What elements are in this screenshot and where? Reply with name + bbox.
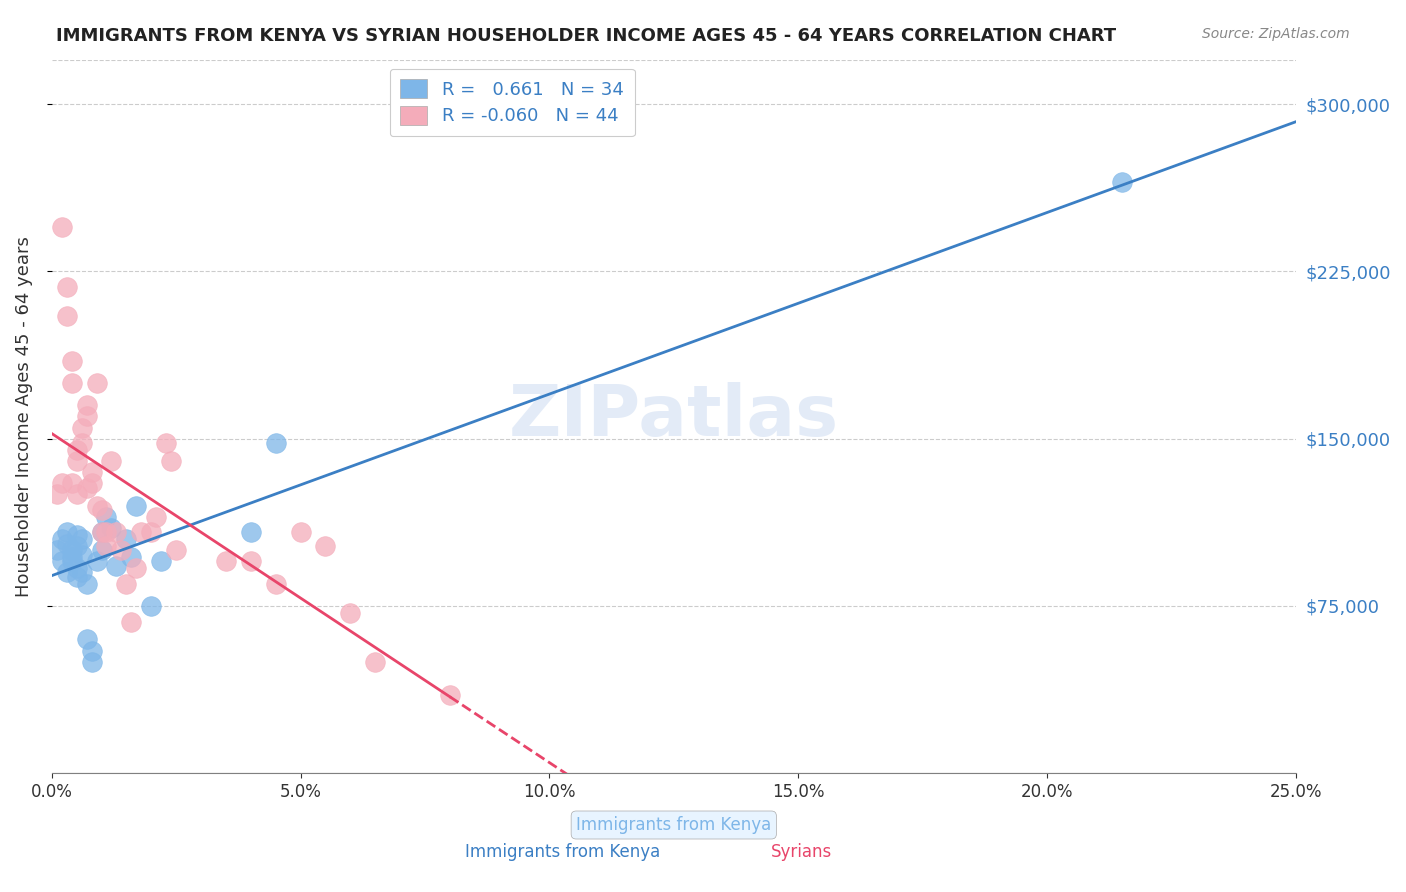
Point — [86, 376, 108, 390]
Point — [141, 525, 163, 540]
Point — [55, 525, 77, 540]
Point — [115, 532, 138, 546]
Point — [125, 499, 148, 513]
Point — [90, 525, 112, 540]
Point — [105, 558, 128, 573]
Point — [160, 454, 183, 468]
Point — [51, 476, 73, 491]
Point — [66, 442, 89, 457]
Text: ZIPatlas: ZIPatlas — [509, 382, 839, 450]
Point — [45, 543, 67, 558]
Point — [141, 599, 163, 613]
Point — [60, 549, 83, 564]
Point — [100, 454, 122, 468]
Point — [60, 554, 83, 568]
Point — [96, 509, 118, 524]
Point — [55, 280, 77, 294]
Point — [125, 561, 148, 575]
Point — [60, 476, 83, 491]
Point — [60, 376, 83, 390]
Point — [115, 576, 138, 591]
Point — [364, 655, 387, 669]
Point — [120, 549, 142, 564]
Point — [264, 576, 287, 591]
Point — [51, 532, 73, 546]
Point — [100, 521, 122, 535]
Point — [70, 548, 93, 562]
Point — [66, 487, 89, 501]
Point — [55, 566, 77, 580]
Point — [90, 503, 112, 517]
Point — [96, 525, 118, 540]
Point — [165, 543, 187, 558]
Point — [80, 476, 103, 491]
Point — [239, 554, 262, 568]
Point — [80, 655, 103, 669]
Point — [86, 554, 108, 568]
Point — [70, 566, 93, 580]
Legend: R =   0.661   N = 34, R = -0.060   N = 44: R = 0.661 N = 34, R = -0.060 N = 44 — [389, 69, 634, 136]
Point — [45, 487, 67, 501]
Point — [70, 436, 93, 450]
Point — [76, 632, 98, 647]
Point — [339, 606, 361, 620]
Point — [145, 509, 167, 524]
Point — [66, 539, 89, 553]
Point — [105, 525, 128, 540]
Point — [70, 532, 93, 546]
Point — [150, 554, 173, 568]
Point — [66, 454, 89, 468]
Text: Syrians: Syrians — [770, 843, 832, 861]
Point — [60, 543, 83, 558]
Point — [290, 525, 312, 540]
Point — [55, 309, 77, 323]
Point — [51, 554, 73, 568]
Point — [90, 543, 112, 558]
Point — [120, 615, 142, 629]
Point — [51, 219, 73, 234]
Point — [439, 688, 461, 702]
Point — [239, 525, 262, 540]
Text: Immigrants from Kenya: Immigrants from Kenya — [465, 843, 659, 861]
Point — [264, 436, 287, 450]
Point — [80, 465, 103, 479]
Y-axis label: Householder Income Ages 45 - 64 years: Householder Income Ages 45 - 64 years — [15, 236, 32, 597]
Point — [76, 481, 98, 495]
Point — [90, 525, 112, 540]
Point — [76, 576, 98, 591]
Point — [76, 398, 98, 412]
Point — [66, 570, 89, 584]
Point — [155, 436, 177, 450]
Point — [96, 539, 118, 553]
Point — [60, 353, 83, 368]
Point — [215, 554, 238, 568]
Point — [314, 539, 336, 553]
Point — [55, 536, 77, 550]
Point — [131, 525, 153, 540]
Point — [110, 543, 132, 558]
Text: IMMIGRANTS FROM KENYA VS SYRIAN HOUSEHOLDER INCOME AGES 45 - 64 YEARS CORRELATIO: IMMIGRANTS FROM KENYA VS SYRIAN HOUSEHOL… — [56, 27, 1116, 45]
Point — [66, 561, 89, 575]
Point — [80, 643, 103, 657]
Point — [86, 499, 108, 513]
Point — [1111, 175, 1133, 189]
Point — [70, 420, 93, 434]
Text: Immigrants from Kenya: Immigrants from Kenya — [576, 816, 772, 834]
Point — [66, 527, 89, 541]
Text: Source: ZipAtlas.com: Source: ZipAtlas.com — [1202, 27, 1350, 41]
Point — [76, 409, 98, 424]
